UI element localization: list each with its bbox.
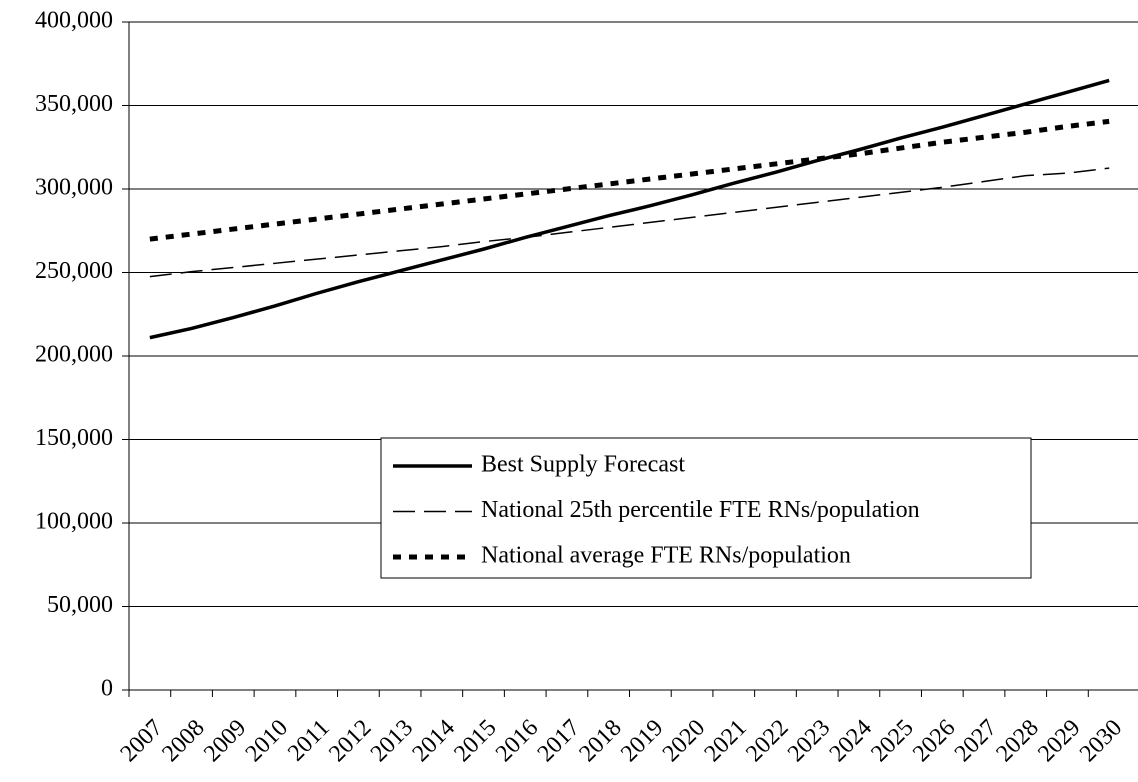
line-series xyxy=(149,78,1110,340)
x-tick-label: 2010 xyxy=(241,715,293,767)
y-tick-label: 0 xyxy=(101,676,113,702)
y-tick-label: 200,000 xyxy=(35,342,113,368)
x-tick-label: 2025 xyxy=(866,715,918,767)
x-tick-label: 2011 xyxy=(283,715,335,767)
x-tick-label: 2021 xyxy=(700,715,752,767)
x-tick-label: 2009 xyxy=(199,715,251,767)
x-tick-label: 2022 xyxy=(741,715,793,767)
legend: Best Supply Forecast National 25th percen… xyxy=(380,437,1032,579)
legend-label: Best Supply Forecast xyxy=(481,452,685,478)
x-tick-label: 2013 xyxy=(366,715,418,767)
x-tick-label: 2026 xyxy=(908,715,960,767)
x-tick-label: 2028 xyxy=(992,715,1044,767)
x-tick-label: 2016 xyxy=(491,715,543,767)
x-tick-label: 2017 xyxy=(533,715,585,767)
x-tick-label: 2027 xyxy=(950,715,1002,767)
x-tick-label: 2015 xyxy=(449,715,501,767)
y-tick-label: 350,000 xyxy=(35,91,113,117)
legend-box xyxy=(380,437,1032,579)
x-tick-label: 2030 xyxy=(1075,715,1127,767)
x-tick-label: 2012 xyxy=(324,715,376,767)
y-tick-label: 150,000 xyxy=(35,425,113,451)
x-tick-label: 2024 xyxy=(825,715,877,767)
y-tick-label: 400,000 xyxy=(35,8,113,34)
legend-label: National 25th percentile FTE RNs/populat… xyxy=(481,497,920,523)
x-tick-label: 2008 xyxy=(157,715,209,767)
y-tick-label: 100,000 xyxy=(35,509,113,535)
x-tick-label: 2019 xyxy=(616,715,668,767)
line-series xyxy=(149,118,1110,242)
y-tick-label: 250,000 xyxy=(35,258,113,284)
x-tick-label: 2020 xyxy=(658,715,710,767)
x-tick-label: 2023 xyxy=(783,715,835,767)
x-tick-label: 2029 xyxy=(1033,715,1085,767)
legend-label: National average FTE RNs/population xyxy=(481,543,851,569)
y-tick-label: 300,000 xyxy=(35,175,113,201)
x-tick-label: 2014 xyxy=(408,715,460,767)
y-tick-label: 50,000 xyxy=(47,592,113,618)
line-series xyxy=(149,167,1110,278)
x-tick-label: 2007 xyxy=(116,715,168,767)
x-tick-label: 2018 xyxy=(574,715,626,767)
